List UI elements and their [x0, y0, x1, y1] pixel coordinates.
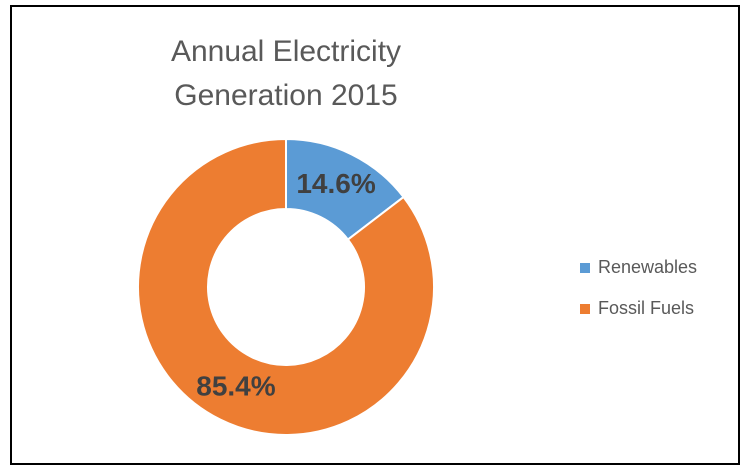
legend-label: Renewables [598, 257, 697, 277]
data-label: 14.6% [296, 168, 375, 199]
data-label: 85.4% [196, 371, 275, 402]
legend-label: Fossil Fuels [598, 298, 694, 318]
donut-slice [137, 137, 435, 436]
legend-swatch [580, 263, 590, 273]
chart-title: Annual Electricity Generation 2015 [170, 35, 402, 112]
legend-swatch [580, 304, 590, 314]
